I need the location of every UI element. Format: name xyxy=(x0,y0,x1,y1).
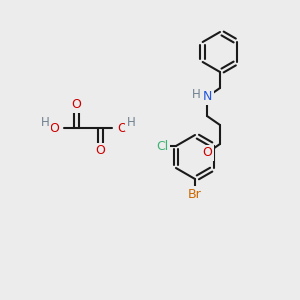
Text: H: H xyxy=(40,116,50,130)
Text: N: N xyxy=(202,91,212,103)
Text: O: O xyxy=(71,98,81,112)
Text: O: O xyxy=(95,145,105,158)
Text: H: H xyxy=(192,88,200,100)
Text: Cl: Cl xyxy=(156,140,168,152)
Text: Br: Br xyxy=(188,188,202,200)
Text: O: O xyxy=(202,146,212,160)
Text: O: O xyxy=(49,122,59,134)
Text: H: H xyxy=(127,116,135,130)
Text: O: O xyxy=(117,122,127,134)
